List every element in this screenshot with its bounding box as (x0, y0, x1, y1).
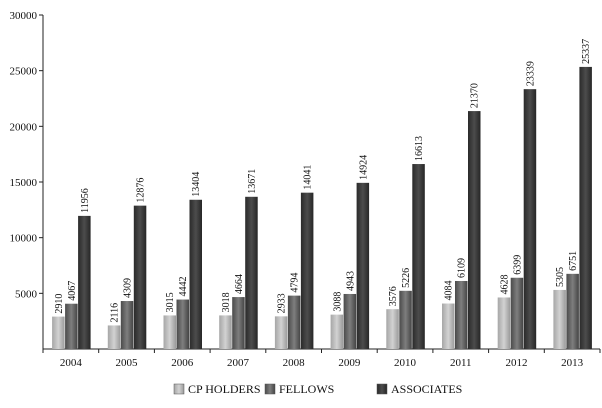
data-label: 14041 (303, 165, 314, 190)
y-axis: 5000 10000 15000 20000 25000 30000 (10, 10, 44, 349)
data-label: 4628 (499, 274, 510, 294)
data-label: 25337 (581, 39, 592, 64)
data-label: 2933 (277, 293, 288, 313)
bar-associates (356, 182, 370, 349)
data-label: 21370 (470, 83, 481, 108)
bar-fellows (232, 297, 245, 349)
bars (52, 66, 592, 350)
bar-associates (245, 196, 258, 349)
x-tick-label: 2007 (227, 357, 250, 369)
data-label: 3015 (165, 292, 176, 312)
data-label: 4943 (345, 271, 356, 291)
bar-associates (189, 199, 202, 349)
bar-cp-holders (219, 315, 232, 349)
bar-cp-holders (163, 315, 176, 349)
data-label: 13671 (247, 169, 258, 194)
bar-cp-holders (442, 303, 455, 349)
y-tick-label: 25000 (10, 66, 38, 78)
bar-cp-holders (52, 316, 65, 349)
data-label: 5305 (555, 267, 566, 287)
data-label: 4067 (67, 281, 78, 301)
x-tick-label: 2009 (338, 357, 361, 369)
bar-fellows (343, 293, 357, 349)
x-tick-label: 2008 (283, 357, 306, 369)
y-tick-label: 20000 (10, 121, 38, 133)
x-axis: 2004 2005 2006 2007 2008 2009 2010 2011 2012 2013 (42, 348, 601, 369)
bar-associates (133, 205, 147, 349)
data-label: 14924 (358, 155, 369, 180)
data-label: 11956 (80, 188, 91, 213)
data-label: 4664 (234, 274, 245, 294)
data-label: 5226 (401, 268, 412, 288)
bar-fellows (566, 273, 579, 349)
bar-associates (412, 164, 425, 349)
bar-fellows (399, 290, 412, 349)
bar-associates (523, 89, 537, 350)
x-tick-label: 2011 (450, 357, 472, 369)
data-label: 4794 (290, 273, 301, 293)
data-label: 3088 (332, 292, 343, 312)
data-label: 16613 (414, 136, 425, 161)
data-label: 2116 (110, 303, 121, 323)
bar-cp-holders (274, 316, 288, 349)
bar-fellows (120, 301, 134, 349)
x-tick-label: 2010 (394, 357, 417, 369)
x-tick-label: 2006 (171, 357, 194, 369)
bar-fellows (287, 295, 301, 349)
legend-label: FELLOWS (279, 382, 334, 396)
bar-fellows (455, 280, 468, 349)
y-tick-label: 10000 (10, 233, 38, 245)
data-label: 4442 (178, 277, 189, 297)
y-tick-label: 5000 (15, 288, 38, 300)
y-tick-label: 30000 (10, 10, 38, 22)
bar-associates (78, 215, 91, 349)
data-label: 4084 (444, 281, 455, 301)
legend-swatch (173, 383, 185, 395)
data-label: 2910 (54, 294, 65, 314)
legend-label: CP HOLDERS (188, 382, 261, 396)
data-label: 6751 (568, 251, 579, 271)
x-tick-label: 2005 (116, 357, 139, 369)
x-tick-label: 2004 (60, 357, 83, 369)
legend: CP HOLDERS FELLOWS ASSOCIATES (173, 382, 462, 396)
bar-cp-holders (553, 289, 566, 349)
data-label: 4309 (123, 278, 134, 298)
bar-associates (300, 192, 314, 349)
data-label: 3018 (221, 292, 232, 312)
bar-fellows (176, 299, 189, 349)
bar-cp-holders (107, 325, 121, 349)
data-label: 6399 (512, 255, 523, 275)
data-label: 6109 (457, 258, 468, 278)
bar-cp-holders (497, 297, 511, 349)
y-tick-label: 15000 (10, 177, 38, 189)
bar-cp-holders (386, 309, 399, 349)
legend-swatch (376, 383, 388, 395)
bar-fellows (65, 303, 78, 349)
data-label: 23339 (525, 61, 536, 86)
bar-cp-holders (330, 314, 344, 349)
legend-label: ASSOCIATES (391, 382, 462, 396)
bar-associates (468, 111, 481, 350)
bar-fellows (510, 277, 524, 349)
data-label: 13404 (191, 172, 202, 197)
data-label: 3576 (388, 286, 399, 306)
legend-swatch (264, 383, 276, 395)
data-label: 12876 (136, 178, 147, 203)
bar-associates (579, 66, 592, 349)
x-tick-label: 2013 (561, 357, 584, 369)
x-tick-label: 2012 (505, 357, 527, 369)
